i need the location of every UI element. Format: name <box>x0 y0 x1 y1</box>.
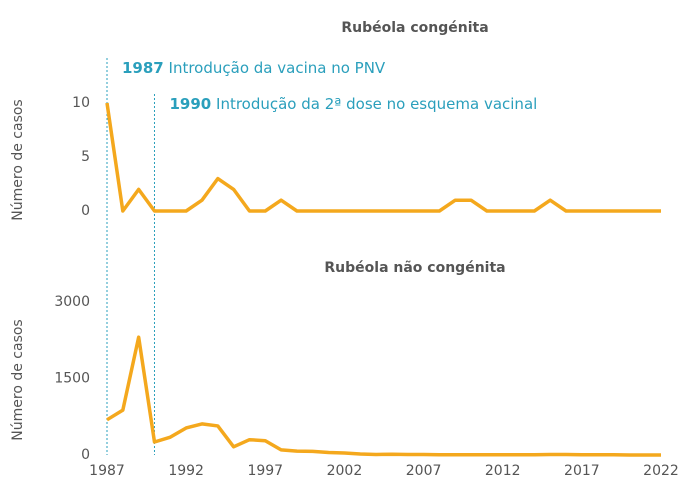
chart-title: Rubéola congénita <box>341 20 488 36</box>
y-tick-label: 10 <box>72 95 90 111</box>
x-tick-label: 2017 <box>564 463 600 479</box>
annotation-year: 1987 <box>122 59 164 77</box>
x-tick-label: 2022 <box>643 463 679 479</box>
x-tick-label: 2012 <box>485 463 521 479</box>
annotation: 1990 Introdução da 2ª dose no esquema va… <box>169 95 537 113</box>
x-tick-label: 2002 <box>327 463 363 479</box>
y-axis-label: Número de casos <box>10 99 26 220</box>
line-series <box>105 102 661 213</box>
line-series <box>106 335 661 457</box>
y-tick-label: 0 <box>81 203 90 219</box>
x-tick-label: 1997 <box>247 463 283 479</box>
y-tick-label: 1500 <box>54 371 90 387</box>
annotation-label: Introdução da 2ª dose no esquema vacinal <box>216 95 537 113</box>
chart-title: Rubéola não congénita <box>324 260 505 276</box>
y-tick-label: 3000 <box>54 294 90 310</box>
x-tick-label: 1987 <box>89 463 125 479</box>
y-axis-label: Número de casos <box>10 319 26 440</box>
annotation-year: 1990 <box>169 95 211 113</box>
x-tick-label: 2007 <box>406 463 442 479</box>
annotation: 1987 Introdução da vacina no PNV <box>122 59 386 77</box>
y-tick-label: 0 <box>81 447 90 463</box>
x-tick-label: 1992 <box>168 463 204 479</box>
annotation-label: Introdução da vacina no PNV <box>169 59 386 77</box>
y-tick-label: 5 <box>81 149 90 165</box>
